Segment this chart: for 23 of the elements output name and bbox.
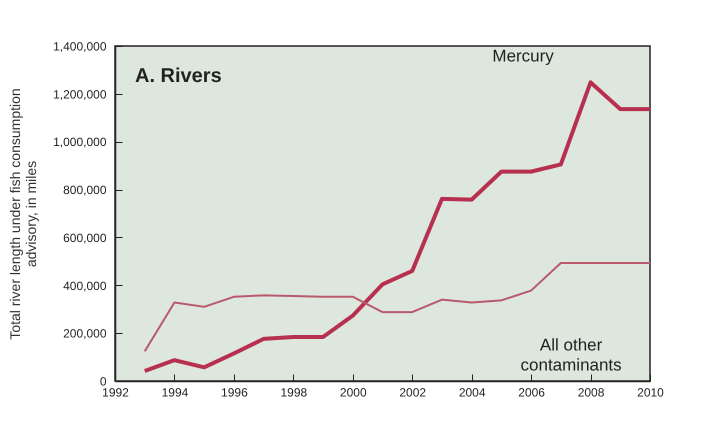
y-axis-title: Total river length under fish consumption advisory, in miles <box>7 88 40 340</box>
x-tick-label: 2006 <box>518 386 546 400</box>
y-tick-label: 0 <box>100 374 107 388</box>
y-tick-label: 400,000 <box>63 278 107 293</box>
x-tick-label: 2010 <box>637 386 664 400</box>
x-tick-label: 2002 <box>399 386 426 400</box>
y-tick-label: 800,000 <box>63 183 107 198</box>
y-tick-label: 1,400,000 <box>53 40 107 54</box>
x-tick-label: 1992 <box>102 386 130 400</box>
text: Mercury <box>492 46 554 66</box>
y-tick-label: 1,200,000 <box>53 87 107 102</box>
text: All other contaminants <box>520 336 622 375</box>
x-tick-label: 1996 <box>221 386 248 400</box>
text: A. Rivers <box>135 65 222 87</box>
x-tick-label: 1994 <box>162 386 189 400</box>
x-tick-label: 2008 <box>578 386 605 400</box>
x-tick-label: 2000 <box>340 386 367 400</box>
y-tick-label: 200,000 <box>63 326 107 341</box>
line-series <box>144 262 650 352</box>
x-tick-label: 2004 <box>458 386 486 400</box>
y-tick-label: 1,000,000 <box>53 135 107 150</box>
x-tick-label: 1998 <box>280 386 308 400</box>
y-tick-label: 600,000 <box>63 230 107 245</box>
